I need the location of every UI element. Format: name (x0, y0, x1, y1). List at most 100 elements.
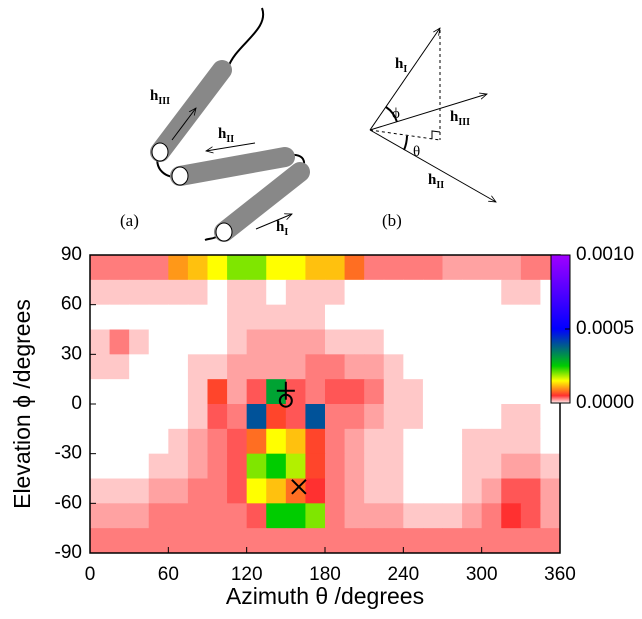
heat-cell (384, 379, 404, 404)
heat-cell (521, 528, 541, 553)
heat-cell (168, 454, 188, 479)
heat-cell (168, 255, 188, 280)
colorbar-tick-label: 0.0000 (576, 392, 634, 413)
heat-cell (501, 330, 521, 355)
heat-cell (90, 429, 110, 454)
heat-cell (149, 305, 169, 330)
heat-cell (403, 479, 423, 504)
heat-cell (247, 503, 267, 528)
heat-cell (305, 404, 325, 429)
heat-cell (286, 404, 306, 429)
heat-cell (227, 479, 247, 504)
heat-cell (208, 404, 228, 429)
heat-cell (384, 255, 404, 280)
heat-cell (443, 454, 463, 479)
x-tick-label: 60 (158, 564, 179, 585)
colorbar-tick-label: 0.0005 (576, 318, 634, 339)
heat-cell (482, 305, 502, 330)
label-sub: I (403, 64, 407, 75)
heat-cell (188, 379, 208, 404)
heat-cell (462, 528, 482, 553)
heat-cell (443, 305, 463, 330)
heat-cell (482, 354, 502, 379)
heat-cell (266, 503, 286, 528)
x-tick-label: 360 (544, 564, 576, 585)
vector-label: hII (218, 126, 234, 145)
heat-cell (540, 429, 560, 454)
x-axis-title: Azimuth θ /degrees (226, 583, 424, 609)
heat-cell (521, 330, 541, 355)
heat-cell (286, 305, 306, 330)
heat-cell (540, 479, 560, 504)
heat-cell (188, 528, 208, 553)
heat-cell (403, 528, 423, 553)
heat-cell (482, 454, 502, 479)
heat-cell (305, 503, 325, 528)
heat-cell (325, 503, 345, 528)
heat-cell (129, 479, 149, 504)
heat-cell (364, 379, 384, 404)
y-tick-label: -60 (55, 492, 82, 513)
heat-cell (325, 379, 345, 404)
heat-cell (247, 528, 267, 553)
heat-cell (227, 280, 247, 305)
heat-cell (521, 379, 541, 404)
heat-cell (540, 404, 560, 429)
heat-cell (90, 379, 110, 404)
heat-cell (129, 255, 149, 280)
heat-cell (540, 503, 560, 528)
heat-cell (521, 354, 541, 379)
heat-cell (345, 528, 365, 553)
heat-cell (364, 305, 384, 330)
heat-cell (443, 330, 463, 355)
heat-cell (384, 454, 404, 479)
heat-cell (227, 305, 247, 330)
heat-cell (247, 280, 267, 305)
heat-cell (305, 528, 325, 553)
y-tick-label: 90 (61, 244, 82, 265)
heat-cell (227, 503, 247, 528)
heat-cell (168, 479, 188, 504)
heat-cell (129, 429, 149, 454)
heat-cell (462, 330, 482, 355)
heat-cell (286, 280, 306, 305)
heat-cell (384, 305, 404, 330)
heat-cell (501, 280, 521, 305)
heat-cell (208, 354, 228, 379)
heat-cell (227, 379, 247, 404)
heat-cell (188, 479, 208, 504)
heat-cell (325, 330, 345, 355)
vector-label: hI (395, 56, 407, 75)
heat-cell (384, 280, 404, 305)
heat-cell (325, 280, 345, 305)
heat-cell (286, 528, 306, 553)
heat-cell (403, 429, 423, 454)
heat-cell (305, 429, 325, 454)
heat-cell (266, 429, 286, 454)
heat-cell (462, 255, 482, 280)
heat-cell (443, 354, 463, 379)
heat-cell (462, 503, 482, 528)
heat-cell (247, 404, 267, 429)
heat-cell (168, 330, 188, 355)
heat-cell (266, 305, 286, 330)
heat-cell (325, 429, 345, 454)
heat-cell (443, 503, 463, 528)
heat-cell (247, 354, 267, 379)
heat-cell (540, 528, 560, 553)
heat-cell (364, 330, 384, 355)
heat-cell (403, 330, 423, 355)
heat-cell (208, 429, 228, 454)
heat-cell (208, 379, 228, 404)
heat-cell (501, 404, 521, 429)
heat-cell (364, 528, 384, 553)
x-tick-label: 300 (466, 564, 498, 585)
heat-cell (482, 479, 502, 504)
heat-cell (501, 255, 521, 280)
heat-cell (149, 429, 169, 454)
heat-cell (208, 503, 228, 528)
caption: (b) (382, 211, 402, 230)
heat-cell (345, 305, 365, 330)
heat-cell (305, 454, 325, 479)
